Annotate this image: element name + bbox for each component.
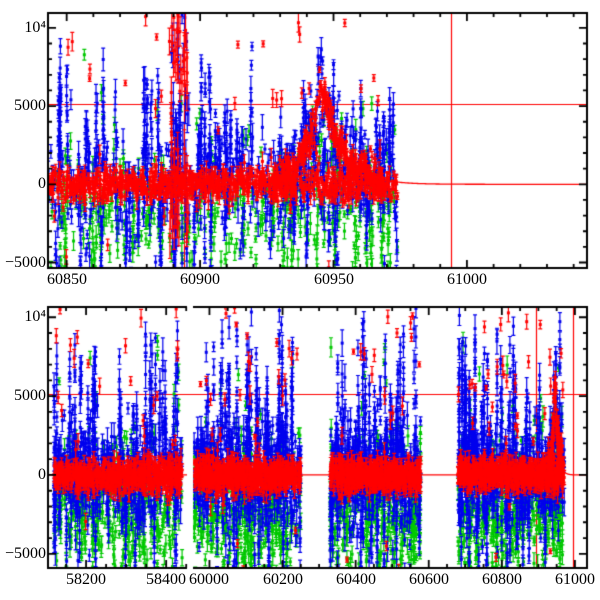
y-tick-label-full-panel: 10⁴: [24, 308, 46, 325]
y-tick-label-full-panel: 0: [38, 466, 46, 483]
x-tick-label-full-panel: 60000: [189, 571, 229, 588]
x-tick-label-full-panel: 60600: [409, 571, 449, 588]
x-tick-label-full-panel: 60200: [263, 571, 303, 588]
y-tick-label-full-panel: 5000: [14, 387, 46, 404]
y-tick-label-zoom-panel: 10⁴: [24, 19, 46, 36]
x-tick-label-full-panel: 60400: [336, 571, 376, 588]
x-tick-label-full-panel: 60800: [482, 571, 522, 588]
x-tick-label-zoom-panel: 60900: [180, 271, 220, 288]
y-tick-label-full-panel: −5000: [4, 545, 46, 562]
y-tick-label-zoom-panel: −5000: [4, 254, 46, 271]
x-tick-label-full-panel: 61000: [555, 571, 595, 588]
x-tick-label-zoom-panel: 60850: [47, 271, 87, 288]
x-tick-label-full-panel: 58200: [66, 571, 106, 588]
y-tick-label-zoom-panel: 5000: [14, 97, 46, 114]
x-tick-label-zoom-panel: 61000: [447, 271, 487, 288]
y-tick-label-zoom-panel: 0: [38, 175, 46, 192]
x-tick-label-zoom-panel: 60950: [314, 271, 354, 288]
x-tick-label-full-panel: 58400: [146, 571, 186, 588]
